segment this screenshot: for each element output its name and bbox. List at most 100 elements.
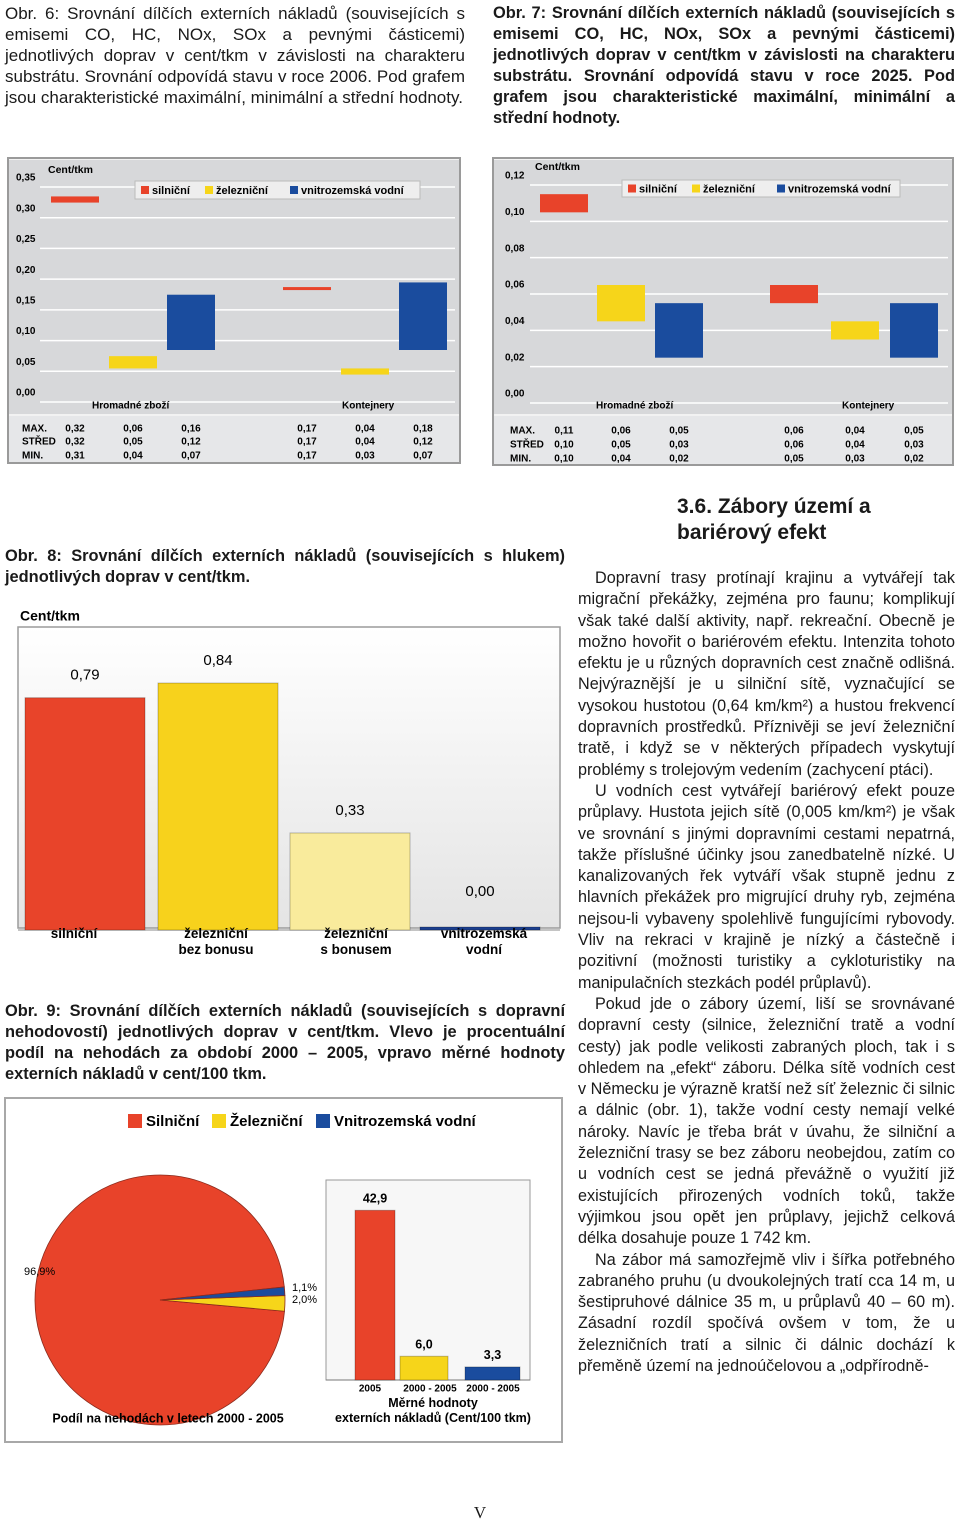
table-value: 0,32	[65, 437, 85, 448]
y-tick-label: 0,15	[16, 295, 36, 306]
legend-label: vnitrozemská vodní	[788, 183, 892, 195]
y-tick-label: 0,10	[505, 207, 525, 218]
bar	[419, 926, 541, 931]
y-tick-label: 0,00	[16, 388, 36, 399]
table-value: 0,17	[297, 437, 317, 448]
range-bar	[167, 294, 215, 350]
range-bar	[109, 356, 157, 369]
value-label: 0,84	[203, 652, 232, 669]
bar	[24, 697, 146, 931]
x-tick-label: 2005	[359, 1384, 382, 1395]
legend-swatch	[141, 186, 149, 194]
table-value: 0,18	[413, 424, 433, 435]
legend-box	[134, 180, 421, 200]
bar	[464, 1366, 521, 1381]
x-tick-label: 2000 - 2005	[403, 1384, 457, 1395]
table-row-label: STŘED	[510, 438, 544, 451]
legend-label: Železniční	[230, 1112, 303, 1130]
figure-caption: Obr. 9: Srovnání dílčích externích nákla…	[5, 1002, 565, 1083]
legend-swatch	[205, 186, 213, 194]
page-number: V	[473, 1503, 487, 1522]
y-tick-label: 0,00	[505, 389, 525, 400]
table-value: 0,03	[904, 440, 924, 451]
table-row-label: MAX.	[22, 424, 47, 435]
table-value: 0,04	[845, 426, 865, 437]
range-bar	[341, 368, 389, 375]
range-bar	[831, 321, 879, 340]
table-value: 0,04	[355, 437, 375, 448]
legend-swatch	[692, 184, 700, 193]
table-background	[9, 416, 459, 462]
text-column: Dopravní trasy protínají krajinu a vytvá…	[578, 568, 955, 1377]
table-value: 0,02	[669, 454, 689, 465]
value-label: 96,9%	[24, 1266, 55, 1278]
table-value: 0,04	[355, 424, 375, 435]
table-value: 0,12	[413, 437, 433, 448]
bar	[354, 1209, 396, 1381]
y-tick-label: 0,25	[16, 234, 36, 245]
table-value: 0,05	[123, 437, 143, 448]
legend-box	[621, 179, 901, 198]
y-tick-label: 0,02	[505, 352, 525, 363]
bar	[289, 832, 411, 931]
y-tick-label: 0,30	[16, 203, 36, 214]
y-tick-label: 0,06	[505, 280, 525, 291]
value-label: 0,33	[335, 802, 364, 819]
table-value: 0,06	[611, 426, 631, 437]
table-value: 0,06	[784, 426, 804, 437]
paragraph: Na zábor má samozřejmě vliv i šířka potř…	[578, 1250, 955, 1375]
value-label: 0,79	[70, 667, 99, 684]
x-tick-label: železniční bez bonusu	[179, 926, 254, 957]
y-tick-label: 0,12	[505, 171, 525, 182]
x-tick-label: železniční s bonusem	[320, 926, 391, 957]
group-label: Kontejnery	[842, 401, 895, 412]
range-bar	[655, 303, 703, 358]
table-row-label: MIN.	[510, 454, 531, 465]
range-bar	[283, 287, 331, 291]
legend-swatch	[212, 1114, 226, 1128]
y-tick-label: 0,08	[505, 243, 525, 254]
table-value: 0,12	[181, 437, 201, 448]
table-value: 0,03	[845, 454, 865, 465]
table-row-label: STŘED	[22, 435, 56, 448]
legend-label: silniční	[152, 185, 191, 197]
table-value: 0,02	[904, 454, 924, 465]
table-value: 0,16	[181, 424, 201, 435]
x-tick-label: silniční	[51, 926, 99, 941]
group-label: Kontejnery	[342, 401, 395, 412]
table-row-label: MAX.	[510, 426, 535, 437]
paragraph: Pokud jde o zábory území, liší se srovná…	[578, 994, 955, 1248]
section-heading: 3.6. Zábory území a bariérový efekt	[677, 495, 871, 544]
legend-swatch	[316, 1114, 330, 1128]
table-background	[494, 416, 952, 464]
figure-caption: Obr. 7: Srovnání dílčích externích nákla…	[493, 4, 955, 127]
table-value: 0,10	[554, 440, 574, 451]
x-tick-label: vnitrozemská vodní	[441, 926, 528, 957]
table-value: 0,03	[355, 451, 375, 462]
y-tick-label: 0,04	[505, 316, 525, 327]
x-axis-label: Podíl na nehodách v letech 2000 - 2005	[52, 1411, 283, 1425]
table-value: 0,04	[123, 451, 143, 462]
bar	[399, 1355, 449, 1381]
table-value: 0,17	[297, 424, 317, 435]
y-tick-label: 0,20	[16, 265, 36, 276]
table-value: 0,06	[784, 440, 804, 451]
x-tick-label: 2000 - 2005	[466, 1384, 520, 1395]
y-axis-label: Cent/tkm	[48, 164, 93, 176]
range-bar	[399, 282, 447, 350]
legend-label: železniční	[216, 185, 269, 197]
table-value: 0,05	[669, 426, 689, 437]
range-bar	[540, 194, 588, 213]
table-value: 0,31	[65, 451, 85, 462]
group-label: Hromadné zboží	[596, 401, 674, 412]
range-bar	[770, 285, 818, 304]
figure-caption: Obr. 8: Srovnání dílčích externích nákla…	[5, 547, 565, 586]
legend-swatch	[777, 184, 785, 193]
legend-swatch	[290, 186, 298, 194]
legend-swatch	[128, 1114, 142, 1128]
table-value: 0,17	[297, 451, 317, 462]
table-value: 0,07	[413, 451, 433, 462]
legend-label: Silniční	[146, 1113, 200, 1130]
table-value: 0,04	[611, 454, 631, 465]
legend-label: Vnitrozemská vodní	[334, 1113, 477, 1130]
